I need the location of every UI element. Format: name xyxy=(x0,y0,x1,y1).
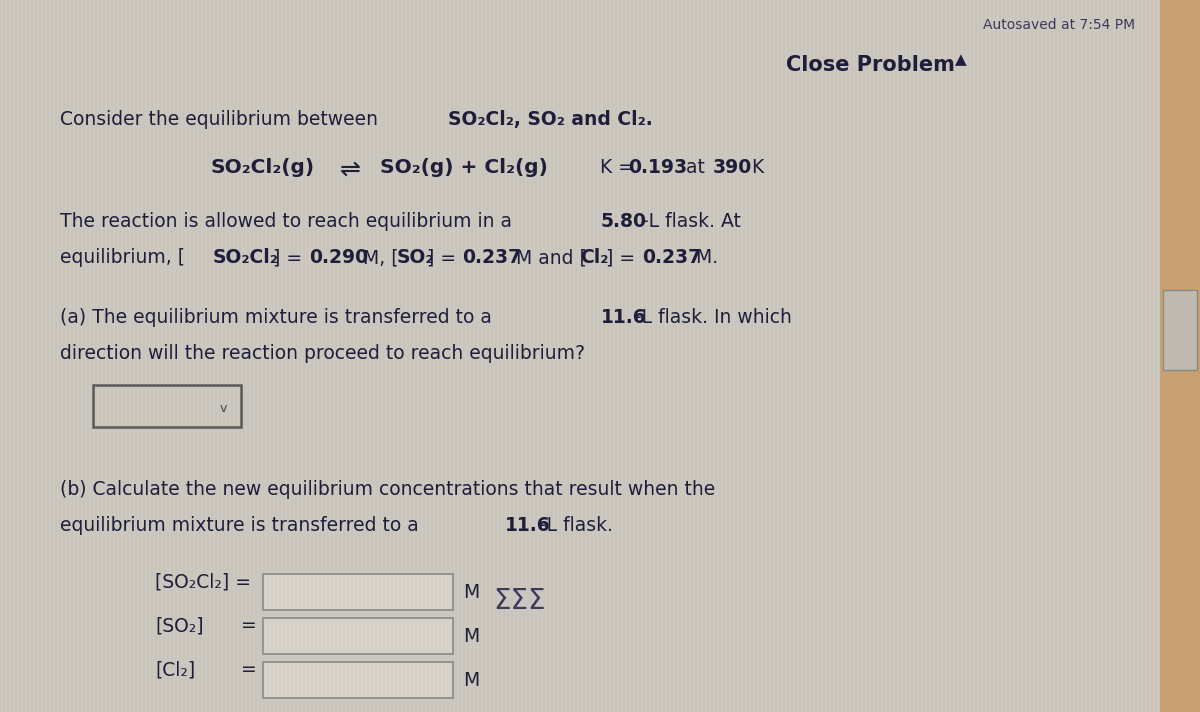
Text: ] =: ] = xyxy=(274,248,308,267)
Text: direction will the reaction proceed to reach equilibrium?: direction will the reaction proceed to r… xyxy=(60,344,586,363)
FancyBboxPatch shape xyxy=(1160,0,1200,712)
Text: -L flask. At: -L flask. At xyxy=(642,212,740,231)
Text: at: at xyxy=(680,158,710,177)
Text: M.: M. xyxy=(690,248,718,267)
FancyBboxPatch shape xyxy=(1163,290,1198,370)
Text: (a) The equilibrium mixture is transferred to a: (a) The equilibrium mixture is transferr… xyxy=(60,308,498,327)
Text: Cl₂: Cl₂ xyxy=(580,248,608,267)
Text: SO₂Cl₂, SO₂ and Cl₂.: SO₂Cl₂, SO₂ and Cl₂. xyxy=(448,110,653,129)
Text: 11.6: 11.6 xyxy=(601,308,647,327)
Text: 0.290: 0.290 xyxy=(310,248,368,267)
Text: -L flask.: -L flask. xyxy=(540,516,613,535)
Text: Close Problem: Close Problem xyxy=(786,55,954,75)
Text: 0.237: 0.237 xyxy=(462,248,521,267)
Text: ] =: ] = xyxy=(427,248,462,267)
Text: equilibrium mixture is transferred to a: equilibrium mixture is transferred to a xyxy=(60,516,425,535)
Text: 0.237: 0.237 xyxy=(642,248,701,267)
Text: M: M xyxy=(463,627,479,646)
FancyBboxPatch shape xyxy=(94,385,241,427)
Text: ⇌: ⇌ xyxy=(340,158,361,182)
Text: SO₂Cl₂(g): SO₂Cl₂(g) xyxy=(210,158,314,177)
Text: =: = xyxy=(241,616,257,635)
Text: ] =: ] = xyxy=(606,248,641,267)
Text: SO₂: SO₂ xyxy=(397,248,434,267)
Text: M and [: M and [ xyxy=(510,248,587,267)
Text: v: v xyxy=(220,402,227,414)
Text: M, [: M, [ xyxy=(358,248,398,267)
Text: -L flask. In which: -L flask. In which xyxy=(635,308,792,327)
Text: M: M xyxy=(463,582,479,602)
Text: [SO₂Cl₂] =: [SO₂Cl₂] = xyxy=(155,572,251,591)
Text: 5.80: 5.80 xyxy=(601,212,647,231)
Text: 390: 390 xyxy=(713,158,752,177)
Text: 0.193: 0.193 xyxy=(628,158,688,177)
Text: 11.6: 11.6 xyxy=(505,516,551,535)
FancyBboxPatch shape xyxy=(263,574,454,610)
Text: The reaction is allowed to reach equilibrium in a: The reaction is allowed to reach equilib… xyxy=(60,212,518,231)
Text: Autosaved at 7:54 PM: Autosaved at 7:54 PM xyxy=(983,18,1135,32)
Text: K: K xyxy=(746,158,764,177)
FancyBboxPatch shape xyxy=(263,662,454,698)
Text: Consider the equilibrium between: Consider the equilibrium between xyxy=(60,110,384,129)
FancyBboxPatch shape xyxy=(263,618,454,654)
Text: [Cl₂]: [Cl₂] xyxy=(155,660,196,679)
Text: ΣΣΣ: ΣΣΣ xyxy=(493,587,546,615)
Text: K =: K = xyxy=(600,158,640,177)
Text: =: = xyxy=(241,660,257,679)
Text: M: M xyxy=(463,671,479,689)
Text: (b) Calculate the new equilibrium concentrations that result when the: (b) Calculate the new equilibrium concen… xyxy=(60,480,715,499)
Text: equilibrium, [: equilibrium, [ xyxy=(60,248,185,267)
Text: ▲: ▲ xyxy=(955,52,967,67)
Text: SO₂(g) + Cl₂(g): SO₂(g) + Cl₂(g) xyxy=(380,158,548,177)
Text: [SO₂]: [SO₂] xyxy=(155,616,204,635)
Text: SO₂Cl₂: SO₂Cl₂ xyxy=(214,248,278,267)
